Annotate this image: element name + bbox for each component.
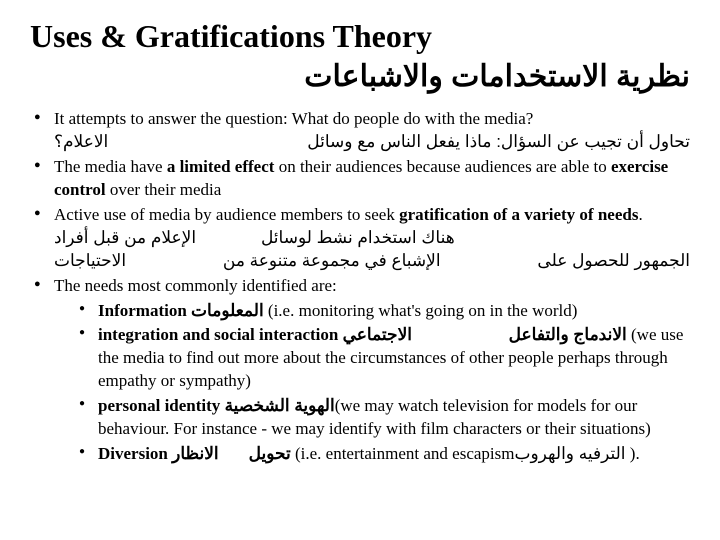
sub4-ar2: تحويل — [249, 443, 291, 466]
bullet-3-b: gratification of a variety of needs — [399, 205, 638, 224]
sub2-ar1: الاجتماعي — [343, 324, 412, 347]
sub-item-4: Diversion الانظار تحويل (i.e. entertainme… — [76, 443, 690, 466]
bullet-1-arabic-line: الاعلام؟ تحاول أن تجيب عن السؤال: ماذا ي… — [54, 131, 690, 154]
sub-bullet-list: Information المعلومات (i.e. monitoring w… — [54, 300, 690, 467]
sub2-ar2: الاندماج والتفاعل — [509, 324, 627, 347]
bullet-3-ar2-farleft: الاحتياجات — [54, 250, 126, 273]
bullet-4-text: The needs most commonly identified are: — [54, 276, 337, 295]
bullet-item-1: It attempts to answer the question: What… — [30, 108, 690, 154]
bullet-item-3: Active use of media by audience members … — [30, 204, 690, 273]
bullet-1-text-en: It attempts to answer the question: What… — [54, 109, 533, 128]
sub1-b: (i.e. monitoring what's going on in the … — [264, 301, 578, 320]
bullet-item-4: The needs most commonly identified are: … — [30, 275, 690, 467]
bullet-1-ar-right: تحاول أن تجيب عن السؤال: ماذا يفعل الناس… — [307, 131, 690, 154]
page-subtitle-arabic: نظرية الاستخدامات والاشباعات — [30, 59, 690, 94]
bullet-2-a: The media have — [54, 157, 167, 176]
sub-item-2: integration and social interaction الاجت… — [76, 324, 690, 393]
bullet-3-ar-line2: الاحتياجات الإشباع في مجموعة متنوعة من ا… — [54, 250, 690, 273]
page-title: Uses & Gratifications Theory — [30, 18, 690, 55]
bullet-item-2: The media have a limited effect on their… — [30, 156, 690, 202]
sub3-ar: الهوية الشخصية — [225, 395, 335, 418]
bullet-1-ar-left: الاعلام؟ — [54, 131, 108, 154]
bullet-3-ar1-left: الإعلام من قبل أفراد — [54, 227, 196, 250]
bullet-3-c: . — [638, 205, 642, 224]
sub-item-1: Information المعلومات (i.e. monitoring w… — [76, 300, 690, 323]
bullet-2-c: on their audiences because audiences are… — [279, 157, 611, 176]
bullet-3-ar2-mid: الإشباع في مجموعة متنوعة من — [223, 250, 441, 273]
bullet-3-a: Active use of media by audience members … — [54, 205, 399, 224]
bullet-3-ar-line1: الإعلام من قبل أفراد هناك استخدام نشط لو… — [54, 227, 455, 250]
bullet-2-b: a limited effect — [167, 157, 279, 176]
bullet-2-e: over their media — [110, 180, 221, 199]
sub1-ar: المعلومات — [191, 300, 264, 323]
sub4-ar1: الانظار — [172, 443, 218, 466]
sub4-b: (i.e. entertainment and escapism — [291, 444, 515, 463]
sub2-a: integration and social interaction — [98, 325, 343, 344]
sub4-ar3: الترفيه والهروب — [514, 443, 625, 466]
sub4-a: Diversion — [98, 444, 172, 463]
sub3-a: personal identity — [98, 396, 225, 415]
sub-item-3: personal identity الهوية الشخصية(we may … — [76, 395, 690, 441]
sub1-a: Information — [98, 301, 191, 320]
main-bullet-list: It attempts to answer the question: What… — [30, 108, 690, 466]
bullet-3-ar2-right: الجمهور للحصول على — [537, 250, 690, 273]
bullet-3-ar1-right: هناك استخدام نشط لوسائل — [261, 227, 455, 250]
sub2-ar-row: الاجتماعي الاندماج والتفاعل — [343, 324, 627, 347]
sub4-c: ). — [626, 444, 640, 463]
